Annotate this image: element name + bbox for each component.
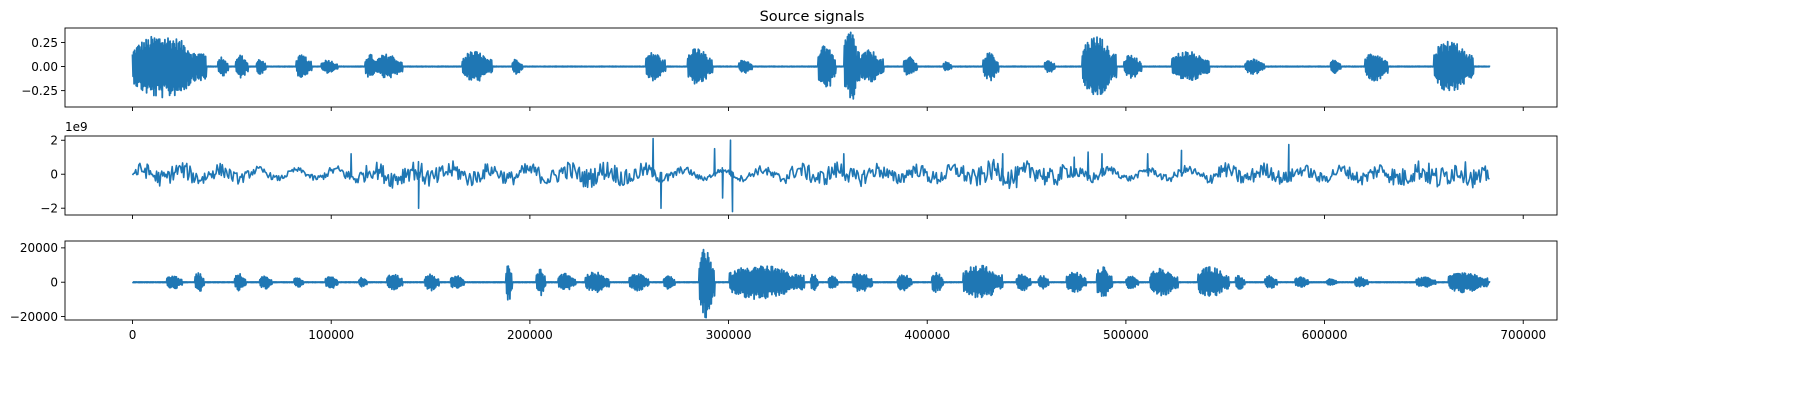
xtick-label: 700000 — [1500, 328, 1546, 342]
signal-2-line — [131, 137, 1490, 213]
signal-3-ytick-label: 20000 — [20, 241, 58, 255]
signal-1-ytick-label: −0.25 — [21, 84, 58, 98]
signal-2-ytick-label: 0 — [50, 168, 58, 182]
signal-1-ytick-label: 0.25 — [31, 36, 58, 50]
signal-3-line — [131, 248, 1491, 319]
signal-1-ytick-label: 0.00 — [31, 60, 58, 74]
signal-2-offset-text: 1e9 — [65, 120, 88, 134]
xtick-label: 200000 — [507, 328, 553, 342]
chart-title: Source signals — [760, 9, 865, 25]
signal-1-line — [131, 31, 1491, 100]
xtick-label: 400000 — [904, 328, 950, 342]
signal-2-ytick-label: −2 — [40, 202, 58, 216]
signal-3-panel: 200000−200000 100000 200000 300000 400000 500… — [10, 240, 1558, 342]
signal-1-panel: 0.25 0.00 −0.25 — [21, 27, 1558, 111]
signal-2-ytick-label: 2 — [50, 134, 58, 148]
xtick-label: 100000 — [308, 328, 354, 342]
xtick-label: 0 — [129, 328, 137, 342]
xtick-label: 300000 — [706, 328, 752, 342]
signal-1-frame — [64, 27, 1558, 108]
signal-3-ytick-label: −20000 — [10, 310, 58, 324]
xtick-label: 600000 — [1302, 328, 1348, 342]
xtick-label: 500000 — [1103, 328, 1149, 342]
signal-3-ytick-label: 0 — [50, 276, 58, 290]
signal-2-panel: 2 0 −2 1e9 — [40, 120, 1558, 219]
signal-3-frame — [64, 240, 1558, 321]
signal-2-frame — [64, 135, 1558, 216]
